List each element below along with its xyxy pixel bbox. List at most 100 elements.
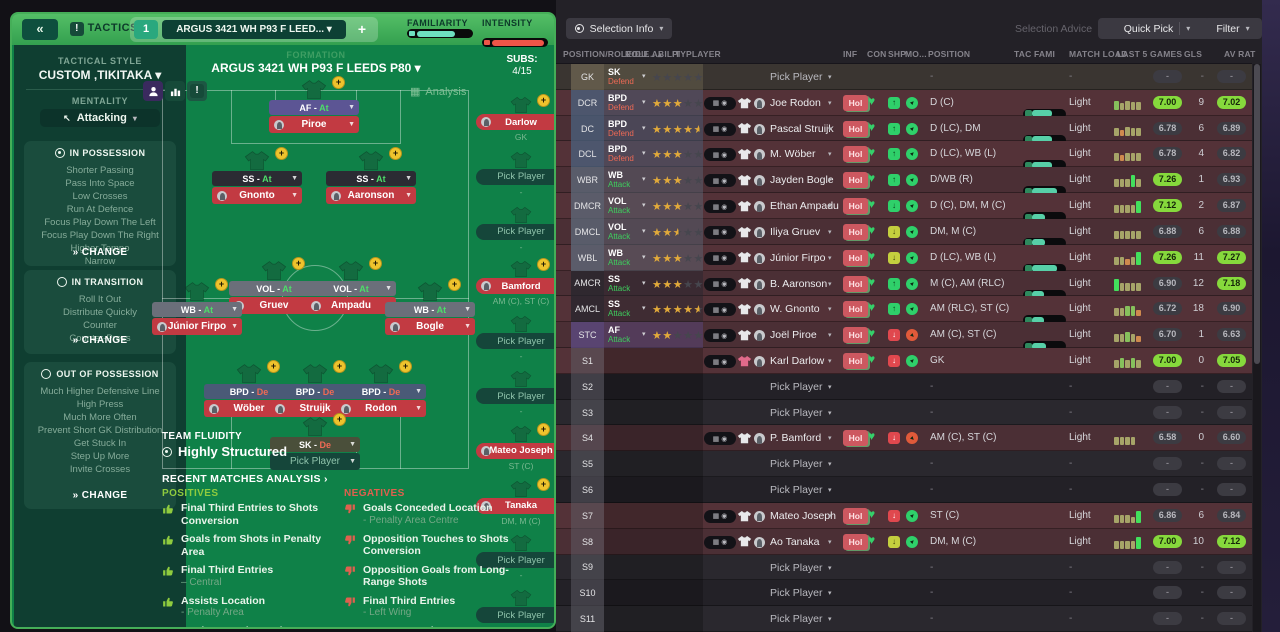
column-header-pi[interactable]: PI xyxy=(672,49,681,59)
chevron-down-icon[interactable]: ▾ xyxy=(828,228,832,236)
player-name-dropdown[interactable]: B. Aaronson xyxy=(770,277,828,290)
formation-dropdown[interactable]: ARGUS 3421 WH P93 F LEEDS P80 ▾ xyxy=(211,61,421,75)
analysis-button[interactable]: ▦ Analysis xyxy=(410,85,467,99)
player-name-dropdown[interactable]: Pick Player xyxy=(770,587,823,600)
column-header-gls[interactable]: GLS xyxy=(1184,49,1203,59)
add-tactic-button[interactable]: + xyxy=(357,21,367,37)
role-dropdown-chevron[interactable]: ▾ xyxy=(642,73,646,80)
chevron-down-icon[interactable]: ▾ xyxy=(828,306,832,314)
filter-button[interactable]: Filter ▾ xyxy=(1204,18,1262,39)
role-dropdown-chevron[interactable]: ▾ xyxy=(642,98,646,106)
collapse-sidebar-button[interactable]: « xyxy=(22,19,58,40)
chevron-down-icon[interactable]: ▾ xyxy=(828,358,832,366)
role-dropdown[interactable]: SS - At ▼ xyxy=(326,171,416,187)
squad-row-amcr[interactable]: AMCR SS Attack ▾ ★★★★★ ▦ ◉ B. Aaronson ▾ Hol ♥ ↑ ▲ M… xyxy=(556,270,1252,300)
squad-row-s6[interactable]: S6 Pick Player ▾ - - - - - xyxy=(556,477,1252,503)
chevron-down-icon[interactable]: ▾ xyxy=(828,151,832,159)
chevron-down-icon[interactable]: ▾ xyxy=(828,280,832,288)
sub-player-dropdown[interactable]: Pick Player▼ xyxy=(476,333,554,350)
player-dropdown[interactable]: Ampadu▼ xyxy=(306,297,396,315)
squad-row-s11[interactable]: S11 Pick Player ▾ - - - - - xyxy=(556,606,1252,632)
tactic-slot-tab[interactable]: 1 xyxy=(134,20,158,39)
chevron-down-icon[interactable]: ▾ xyxy=(828,435,832,443)
squad-row-s2[interactable]: S2 Pick Player ▾ - - - - - xyxy=(556,373,1252,400)
sub-player-dropdown[interactable]: Pick Player▼ xyxy=(476,607,554,624)
role-dropdown-chevron[interactable]: ▾ xyxy=(642,253,646,261)
player-name-dropdown[interactable]: Joël Piroe xyxy=(770,329,817,342)
chevron-down-icon[interactable]: ▾ xyxy=(828,487,832,495)
squad-row-s3[interactable]: S3 Pick Player ▾ - - - - - xyxy=(556,399,1252,426)
player-dropdown[interactable]: Piroe ▼ xyxy=(269,116,359,134)
sub-player-dropdown[interactable]: Darlow▼ xyxy=(476,114,554,131)
column-header-role-ability[interactable]: ROLE ABILITY xyxy=(625,49,687,59)
player-name-dropdown[interactable]: Pick Player xyxy=(770,458,823,471)
squad-row-dc[interactable]: DC BPD Defend ▾ ★★★★★ ▦ ◉ Pascal Struijk ▾ Hol ♥ ↑… xyxy=(556,115,1252,145)
change-button[interactable]: » CHANGE xyxy=(72,335,128,346)
role-dropdown-chevron[interactable]: ▾ xyxy=(642,124,646,132)
scrollbar-thumb[interactable] xyxy=(1254,64,1260,364)
squad-row-s7[interactable]: S7 ▦ ◉ Mateo Joseph ▾ Hol ♥ ↓ ▲ ST (C) Light 6.86 6… xyxy=(556,502,1252,529)
sub-player-dropdown[interactable]: Pick Player▼ xyxy=(476,168,554,185)
chevron-down-icon[interactable]: ▾ xyxy=(828,125,832,133)
chevron-down-icon[interactable]: ▾ xyxy=(828,74,832,81)
player-view-button[interactable] xyxy=(143,81,163,101)
player-name-dropdown[interactable]: Pascal Struijk xyxy=(770,122,834,135)
player-name-dropdown[interactable]: P. Bamford xyxy=(770,432,822,445)
squad-row-s9[interactable]: S9 Pick Player ▾ - - - - - xyxy=(556,554,1252,581)
squad-row-s10[interactable]: S10 Pick Player ▾ - - - - - xyxy=(556,580,1252,607)
sub-player-dropdown[interactable]: Pick Player▼ xyxy=(476,388,554,405)
column-header-last-5-games[interactable]: LAST 5 GAMES xyxy=(1117,49,1183,59)
player-dropdown[interactable]: Bogle ▼ xyxy=(385,318,475,336)
chevron-down-icon[interactable]: ▾ xyxy=(828,538,832,546)
squad-row-wbr[interactable]: WBR WB Attack ▾ ★★★★★ ▦ ◉ Jayden Bogle ▾ Hol ♥ ↑ ▲ D… xyxy=(556,167,1252,197)
squad-row-dcl[interactable]: DCL BPD Defend ▾ ★★★★★ ▦ ◉ M. Wöber ▾ Hol ♥ ↑ ▲ D (L… xyxy=(556,141,1252,171)
player-name-dropdown[interactable]: W. Gnonto xyxy=(770,303,820,316)
mentality-dropdown[interactable]: ↖ Attacking ▾ xyxy=(40,109,160,127)
role-dropdown[interactable]: VOL - At▼ xyxy=(306,281,396,297)
chevron-down-icon[interactable]: ▾ xyxy=(828,409,832,417)
player-name-dropdown[interactable]: Pick Player xyxy=(770,613,823,626)
column-header-shp[interactable]: SHP xyxy=(888,49,907,59)
player-name-dropdown[interactable]: Karl Darlow xyxy=(770,355,825,368)
player-dropdown[interactable]: Gnonto ▼ xyxy=(212,187,302,205)
selection-info-dropdown[interactable]: Selection Info ▾ xyxy=(566,18,672,39)
player-name-dropdown[interactable]: M. Wöber xyxy=(770,148,816,161)
player-dropdown[interactable]: Júnior Firpo ▼ xyxy=(152,318,242,336)
column-header-inf[interactable]: INF xyxy=(843,49,858,59)
player-name-dropdown[interactable]: Pick Player xyxy=(770,561,823,574)
squad-row-dcr[interactable]: DCR BPD Defend ▾ ★★★★★ ▦ ◉ Joe Rodon ▾ Hol ♥ ↑ ▲ D (… xyxy=(556,89,1252,119)
chevron-down-icon[interactable]: ▾ xyxy=(828,616,832,624)
chevron-down-icon[interactable]: ▾ xyxy=(828,383,832,391)
role-dropdown[interactable]: SS - At ▼ xyxy=(212,171,302,187)
player-name-dropdown[interactable]: Mateo Joseph xyxy=(770,509,836,522)
role-dropdown[interactable]: BPD - De▼ xyxy=(336,384,426,400)
column-header-match-load[interactable]: MATCH LOAD xyxy=(1069,49,1128,59)
change-button[interactable]: » CHANGE xyxy=(72,490,128,501)
squad-row-dmcl[interactable]: DMCL VOL Attack ▾ ★★★★★ ▦ ◉ Iliya Gruev ▾ Hol ♥ ↓ ▲… xyxy=(556,218,1252,248)
player-name-dropdown[interactable]: Ethan Ampadu xyxy=(770,200,839,213)
squad-row-amcl[interactable]: AMCL SS Attack ▾ ★★★★★ ▦ ◉ W. Gnonto ▾ Hol ♥ ↑ ▲ AM … xyxy=(556,296,1252,326)
chevron-down-icon[interactable]: ▾ xyxy=(828,564,832,572)
role-dropdown-chevron[interactable]: ▾ xyxy=(642,305,646,313)
player-name-dropdown[interactable]: Pick Player xyxy=(770,71,823,83)
recent-matches-analysis-link[interactable]: RECENT MATCHES ANALYSIS › xyxy=(162,473,328,485)
player-dropdown[interactable]: Pick Player ▼ xyxy=(270,453,360,471)
chevron-down-icon[interactable]: ▾ xyxy=(828,332,832,340)
squad-row-s5[interactable]: S5 Pick Player ▾ - - - - - xyxy=(556,451,1252,478)
column-header-player[interactable]: PLAYER xyxy=(686,49,721,59)
sub-player-dropdown[interactable]: Pick Player▼ xyxy=(476,552,554,569)
player-dropdown[interactable]: Rodon ▼ xyxy=(336,400,426,418)
role-dropdown-chevron[interactable]: ▾ xyxy=(642,227,646,235)
chevron-down-icon[interactable]: ▾ xyxy=(828,177,832,185)
player-name-dropdown[interactable]: Jayden Bogle xyxy=(770,174,834,187)
player-name-dropdown[interactable]: Ao Tanaka xyxy=(770,535,820,548)
role-dropdown-chevron[interactable]: ▾ xyxy=(642,279,646,287)
player-name-dropdown[interactable]: Pick Player xyxy=(770,484,823,497)
squad-row-s4[interactable]: S4 ▦ ◉ P. Bamford ▾ Hol ♥ ↓ ▲ AM (C), ST (C) Ligh… xyxy=(556,425,1252,452)
squad-row-wbl[interactable]: WBL WB Attack ▾ ★★★★★ ▦ ◉ Júnior Firpo ▾ Hol ♥ ↓ ▲ D… xyxy=(556,244,1252,274)
sub-player-dropdown[interactable]: Bamford▼ xyxy=(476,278,554,295)
quick-pick-button[interactable]: Quick Pick ▾ xyxy=(1098,18,1216,39)
squad-row-gk[interactable]: GK SK Defend ▾ ★★★★★ Pick Player ▾ - - - - - xyxy=(556,64,1252,90)
player-name-dropdown[interactable]: Pick Player xyxy=(770,380,823,393)
sub-player-dropdown[interactable]: Mateo Joseph▼ xyxy=(476,442,554,459)
